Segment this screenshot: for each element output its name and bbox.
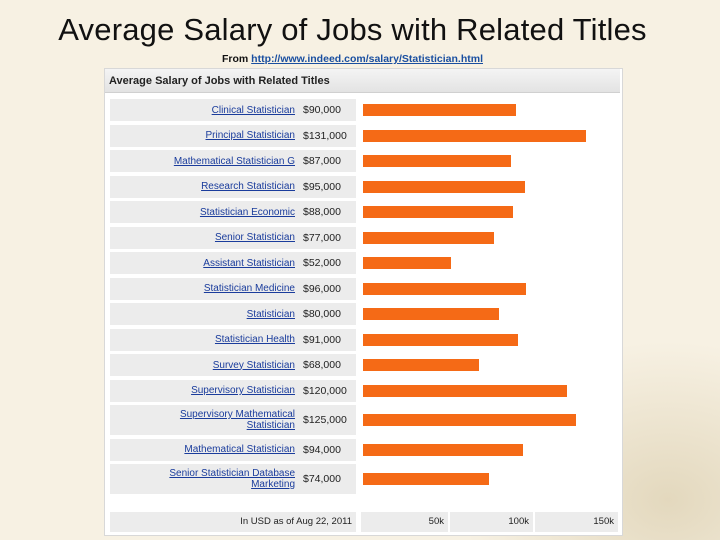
chart-row-bg	[110, 405, 356, 435]
value-label: $131,000	[303, 129, 347, 142]
category-label-line: Supervisory Statistician	[191, 385, 295, 396]
category-label-line: Statistician Medicine	[203, 283, 295, 294]
salary-bar	[363, 473, 489, 485]
value-label: $68,000	[303, 359, 341, 371]
salary-bar	[363, 129, 586, 142]
category-label[interactable]: Statistician Medicine	[115, 283, 295, 294]
value-label: $96,000	[303, 282, 341, 295]
value-label: $74,000	[303, 473, 341, 485]
category-label-line: Mathematical Statistician G	[173, 155, 295, 167]
chart-title: Average Salary of Jobs with Related Titl…	[105, 69, 620, 93]
category-label[interactable]: Assistant Statistician	[115, 258, 295, 269]
value-label: $80,000	[303, 308, 341, 320]
salary-bar	[363, 155, 511, 167]
value-label: $90,000	[303, 104, 341, 116]
category-label-line: Supervisory Mathematical	[179, 409, 295, 420]
salary-bar	[363, 257, 452, 269]
value-label: $91,000	[303, 333, 341, 346]
chart-row-bg	[110, 303, 356, 325]
category-label[interactable]: Statistician Health	[115, 334, 295, 345]
salary-bar	[363, 180, 525, 193]
category-label-line: Senior Statistician	[214, 232, 295, 243]
x-tick-label: 100k	[450, 512, 533, 532]
x-tick-label: 50k	[361, 512, 448, 532]
value-label: $87,000	[303, 155, 341, 167]
value-label: $94,000	[303, 443, 341, 456]
category-label-line: Clinical Statistician	[211, 104, 295, 116]
value-label: $95,000	[303, 180, 341, 193]
chart-row-bg	[110, 438, 356, 461]
category-label-line: Statistician	[246, 308, 295, 320]
category-label-line: Statistician	[246, 420, 295, 431]
chart-row-bg	[110, 150, 356, 172]
category-label[interactable]: Senior Statistician Database Marketing	[115, 468, 295, 490]
value-label: $88,000	[303, 206, 341, 218]
chart-row-bg	[110, 464, 356, 494]
category-label-line: Senior Statistician Database	[169, 468, 295, 479]
value-label: $125,000	[303, 414, 347, 426]
category-label-line: Marketing	[251, 479, 295, 490]
salary-bar	[363, 104, 516, 116]
category-label[interactable]: Survey Statistician	[115, 360, 295, 371]
chart-row-bg	[110, 354, 356, 376]
chart-panel: Average Salary of Jobs with Related Titl…	[104, 68, 623, 536]
chart-row-bg	[110, 226, 356, 249]
chart-row-bg	[110, 328, 356, 351]
category-label-line: Statistician Economic	[199, 206, 295, 218]
chart-row-bg	[110, 124, 356, 147]
salary-bar	[363, 308, 499, 320]
category-label-line: Statistician Health	[214, 334, 295, 345]
category-label-line: Mathematical Statistician	[184, 444, 295, 455]
salary-bar	[363, 333, 518, 346]
category-label[interactable]: Research Statistician	[115, 181, 295, 192]
salary-bar	[363, 282, 527, 295]
category-label[interactable]: Statistician	[115, 309, 295, 320]
value-label: $52,000	[303, 257, 341, 269]
salary-bar	[363, 359, 479, 371]
category-label[interactable]: Clinical Statistician	[115, 105, 295, 116]
source-prefix: From	[222, 53, 252, 65]
value-label: $77,000	[303, 231, 341, 244]
category-label-line: Principal Statistician	[205, 130, 295, 141]
salary-bar	[363, 414, 576, 426]
chart-row-bg	[110, 175, 356, 198]
category-label-line: Research Statistician	[201, 181, 295, 192]
category-label[interactable]: Supervisory Statistician	[115, 385, 295, 396]
category-label[interactable]: Statistician Economic	[115, 207, 295, 218]
chart-row-bg	[110, 252, 356, 274]
source-link[interactable]: http://www.indeed.com/salary/Statisticia…	[251, 53, 483, 65]
category-label-line: Assistant Statistician	[203, 257, 295, 269]
category-label-line: Survey Statistician	[212, 359, 295, 371]
category-label[interactable]: Senior Statistician	[115, 232, 295, 243]
category-label[interactable]: Principal Statistician	[115, 130, 295, 141]
value-label: $120,000	[303, 384, 347, 397]
salary-bar	[363, 231, 494, 244]
salary-bar	[363, 384, 567, 397]
chart-row-bg	[110, 99, 356, 121]
source-line: From http://www.indeed.com/salary/Statis…	[0, 53, 705, 65]
category-label[interactable]: Mathematical Statistician	[115, 444, 295, 455]
category-label[interactable]: Mathematical Statistician G	[115, 156, 295, 167]
chart-row-bg	[110, 379, 356, 402]
salary-bar	[363, 443, 523, 456]
footer-note: In USD as of Aug 22, 2011	[110, 512, 356, 532]
chart-row-bg	[110, 201, 356, 223]
chart-row-bg	[110, 277, 356, 300]
category-label[interactable]: Supervisory Mathematical Statistician	[115, 409, 295, 431]
slide-title: Average Salary of Jobs with Related Titl…	[58, 12, 647, 47]
x-tick-label: 150k	[535, 512, 618, 532]
salary-bar	[363, 206, 513, 218]
